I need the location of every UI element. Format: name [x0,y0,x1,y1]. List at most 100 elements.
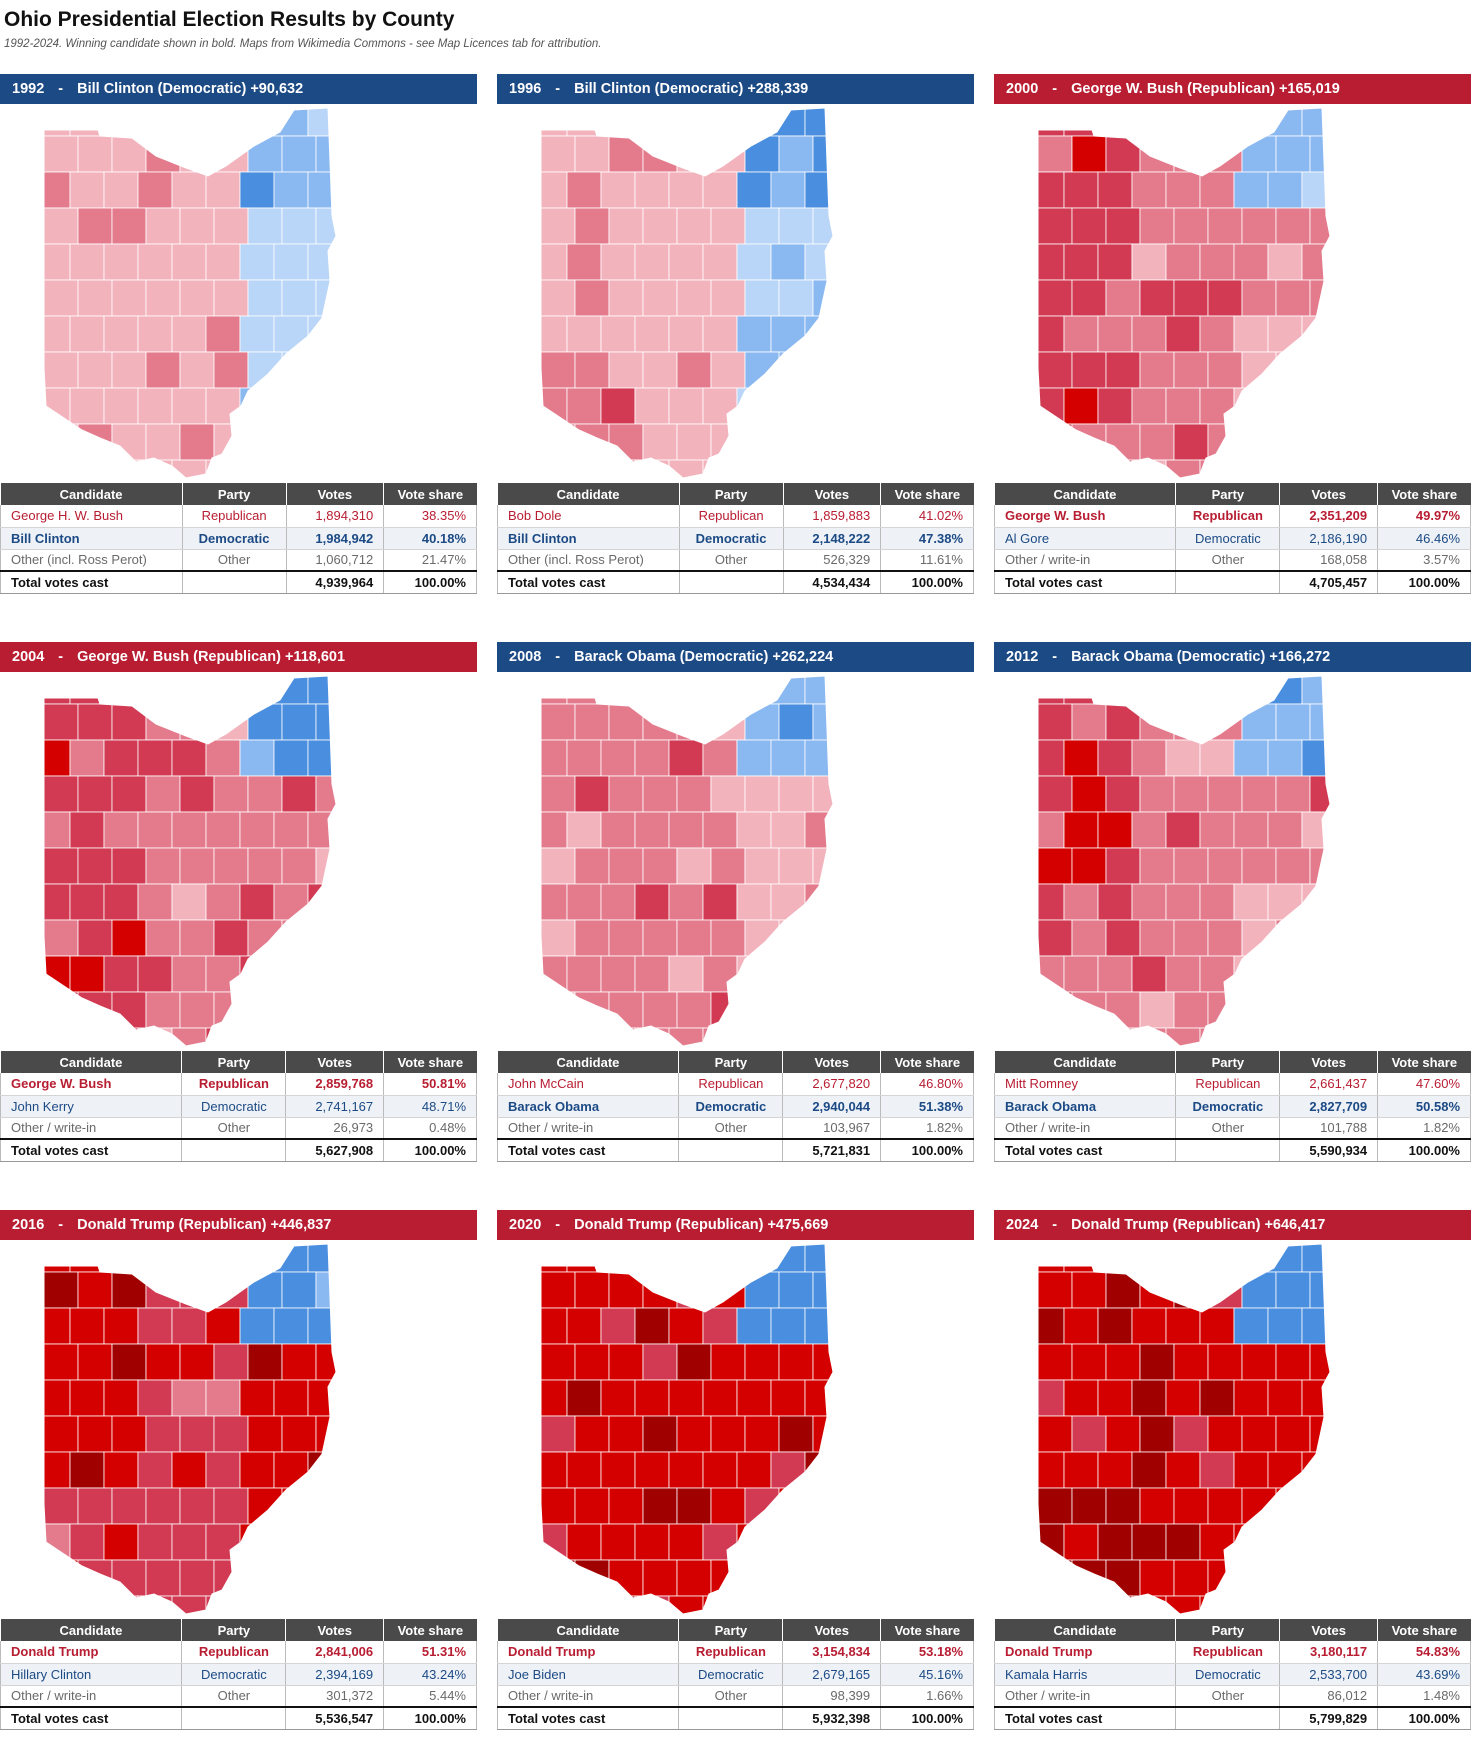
share-cell: 41.02% [880,505,974,528]
county-shape [137,883,173,921]
county-shape [111,279,147,317]
county-shape [608,135,644,173]
county-shape [1207,775,1243,813]
county-shape [239,108,275,137]
county-shape [69,1523,105,1561]
county-shape [608,1271,644,1309]
county-shape [145,1415,181,1453]
county-shape [1038,171,1065,209]
county-shape [77,279,113,317]
county-shape [804,1595,833,1614]
table-row: Donald Trump Republican 3,180,117 54.83% [993,1641,1471,1664]
total-votes: 5,536,547 [285,1706,385,1730]
county-shape [77,847,113,885]
county-shape [1165,883,1201,921]
county-shape [239,955,275,993]
total-label: Total votes cast [496,1138,680,1162]
panel-separator: - [58,1217,64,1233]
election-panel: 2008- Barack Obama (Democratic) +262,224 … [496,642,974,1179]
county-shape [1173,847,1209,885]
column-header-party: Party [1175,1051,1281,1073]
county-shape [1063,1595,1099,1614]
county-shape [541,703,542,741]
county-shape [600,1307,636,1345]
county-shape [111,1487,147,1525]
table-row: Kamala Harris Democratic 2,533,700 43.69… [993,1663,1471,1686]
county-shape [600,243,636,281]
county-shape [307,883,336,921]
county-shape [1309,991,1330,1029]
county-shape [213,1487,249,1525]
county-shape [600,883,636,921]
share-cell: 49.97% [1377,505,1471,528]
county-shape [281,1343,317,1381]
county-shape [44,1415,45,1453]
county-shape [1199,315,1235,353]
county-shape [273,676,309,705]
county-shape [1173,1343,1209,1381]
share-cell: 47.38% [880,527,974,550]
county-shape [634,1244,670,1273]
party-cell: Democratic [181,1663,287,1686]
table-header-row: Candidate Party Votes Vote share [994,1051,1471,1073]
county-shape [1199,676,1235,705]
column-header-share: Vote share [880,483,974,505]
candidate-cell: Kamala Harris [993,1663,1177,1686]
county-shape [1105,847,1141,885]
county-shape [710,1415,746,1453]
county-shape [44,1271,45,1309]
county-shape [1071,423,1107,461]
county-shape [668,1307,704,1345]
county-shape [608,1343,644,1381]
share-cell: 45.16% [880,1663,974,1686]
county-shape [710,279,746,317]
county-shape [239,1595,275,1614]
county-shape [44,883,71,921]
election-panel: 2000- George W. Bush (Republican) +165,01… [993,74,1471,611]
county-shape [1267,739,1303,777]
county-shape [1309,1271,1330,1309]
county-shape [642,1487,678,1525]
county-shape [1038,991,1039,1029]
county-shape [1097,676,1133,705]
county-shape [1071,135,1107,173]
table-row: Al Gore Democratic 2,186,190 46.46% [993,527,1471,550]
total-share: 100.00% [1377,1706,1471,1730]
county-shape [676,919,712,957]
results-table: Candidate Party Votes Vote share George … [0,1051,477,1162]
county-shape [1199,1451,1235,1489]
county-shape [1097,243,1133,281]
share-cell: 1.48% [1377,1685,1471,1708]
panel-winner: George W. Bush (Republican) +165,019 [1071,81,1340,97]
county-shape [736,739,772,777]
county-shape [179,207,215,245]
county-shape [1165,1379,1201,1417]
county-shape [171,108,207,137]
total-share: 100.00% [1377,1138,1471,1162]
county-shape [566,171,602,209]
total-party-cell [181,1138,287,1162]
county-shape [247,1343,283,1381]
county-shape [1139,1487,1175,1525]
county-shape [281,207,317,245]
county-shape [574,991,610,1029]
county-shape [1241,919,1277,957]
total-label: Total votes cast [497,570,680,594]
county-shape [213,207,249,245]
county-shape [1233,1595,1269,1614]
county-shape [744,279,780,317]
county-shape [744,847,780,885]
panel-header: 2024- Donald Trump (Republican) +646,417 [994,1210,1471,1240]
county-shape [44,775,79,813]
county-shape [541,423,576,461]
table-row: Barack Obama Democratic 2,827,709 50.58% [993,1095,1471,1118]
panel-header: 2020- Donald Trump (Republican) +475,669 [497,1210,974,1240]
county-shape [608,703,644,741]
county-shape [1097,1451,1133,1489]
county-shape [111,775,147,813]
county-shape [69,171,105,209]
county-shape [1275,991,1311,1029]
share-cell: 21.47% [383,549,477,572]
county-shape [1233,1451,1269,1489]
results-table: Candidate Party Votes Vote share John Mc… [496,1051,974,1162]
